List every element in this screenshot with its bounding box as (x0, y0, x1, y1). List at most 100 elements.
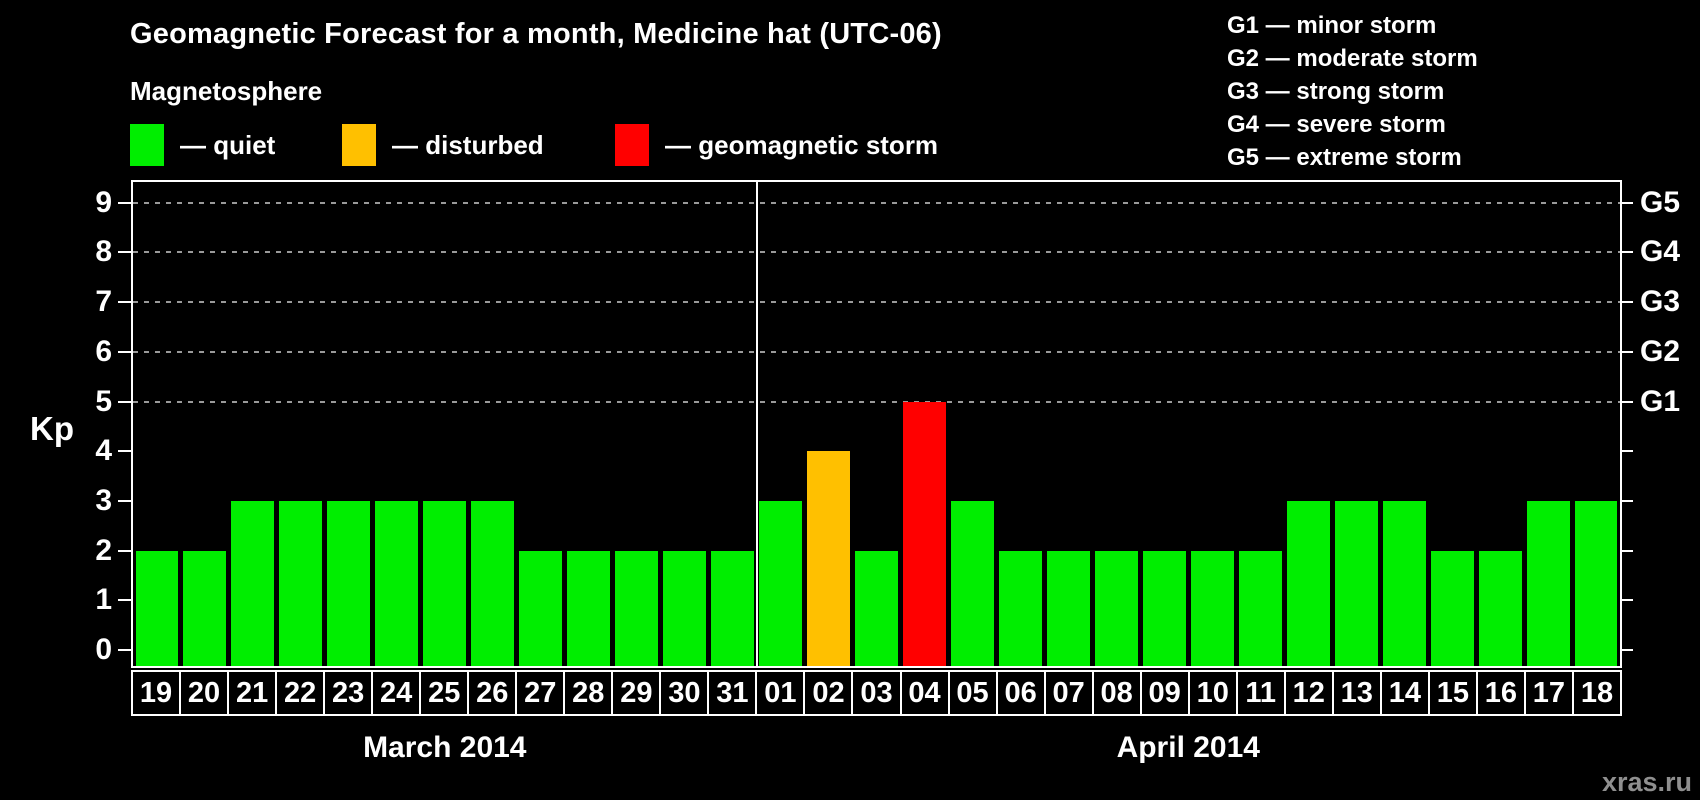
date-cell-18: 18 (1571, 670, 1622, 716)
kp-bar-april-02 (807, 451, 850, 666)
month-label-march: March 2014 (363, 731, 527, 764)
date-cell-25: 25 (419, 670, 470, 716)
legend-label-disturbed: — disturbed (392, 129, 544, 160)
kp-bar-april-18 (1574, 500, 1618, 666)
kp-bar-april-14 (1382, 500, 1426, 666)
right-axis-label-g2: G2 (1640, 334, 1681, 368)
kp-bar-april-09 (1142, 550, 1186, 666)
date-cell-09: 09 (1139, 670, 1190, 716)
right-tick-kp5 (1620, 400, 1633, 403)
right-tick-kp1 (1620, 599, 1633, 602)
right-tick-kp6 (1620, 350, 1633, 353)
date-cell-19: 19 (131, 670, 182, 716)
g-scale-legend-line: G5 — extreme storm (1227, 144, 1462, 171)
right-tick-kp7 (1620, 301, 1633, 304)
kp-bar-april-04 (902, 401, 946, 666)
date-cell-08: 08 (1091, 670, 1142, 716)
kp-bar-april-07 (1046, 550, 1090, 666)
kp-bar-april-13 (1334, 500, 1378, 666)
chart-title: Geomagnetic Forecast for a month, Medici… (130, 18, 942, 50)
y-axis-label-9: 9 (95, 185, 112, 219)
date-cell-10: 10 (1187, 670, 1238, 716)
kp-bar-march-29 (615, 550, 659, 666)
quiet-color-swatch (130, 124, 164, 166)
left-tick-kp4 (118, 450, 131, 453)
kp-bar-april-17 (1526, 500, 1570, 666)
date-cell-29: 29 (611, 670, 662, 716)
gridline-kp9 (133, 201, 1620, 204)
g-scale-legend-line: G1 — minor storm (1227, 12, 1437, 39)
y-axis-label-2: 2 (95, 533, 112, 567)
date-cell-03: 03 (851, 670, 902, 716)
left-tick-kp7 (118, 301, 131, 304)
kp-bar-march-26 (471, 500, 515, 666)
y-axis-title: Kp (30, 410, 74, 447)
magnetosphere-legend-title: Magnetosphere (130, 76, 323, 106)
right-tick-kp2 (1620, 549, 1633, 552)
y-axis-label-8: 8 (95, 235, 112, 269)
right-axis-label-g1: G1 (1640, 384, 1681, 418)
g-scale-legend: G1 — minor storm G2 — moderate storm G3 … (1227, 9, 1478, 174)
y-axis-label-0: 0 (95, 633, 112, 666)
right-tick-kp3 (1620, 499, 1633, 502)
kp-bar-april-10 (1190, 550, 1234, 666)
legend-item-storm: — geomagnetic storm (615, 122, 938, 168)
date-cell-14: 14 (1379, 670, 1430, 716)
gridline-kp6 (133, 350, 1620, 353)
kp-bar-april-11 (1238, 550, 1282, 666)
date-cell-04: 04 (899, 670, 950, 716)
left-tick-kp6 (118, 350, 131, 353)
kp-bar-march-31 (711, 550, 755, 666)
gridline-kp8 (133, 251, 1620, 254)
date-cell-15: 15 (1427, 670, 1478, 716)
date-cell-23: 23 (323, 670, 374, 716)
left-tick-kp5 (118, 400, 131, 403)
kp-bar-march-24 (375, 500, 419, 666)
gridline-kp7 (133, 301, 1620, 304)
right-tick-kp8 (1620, 251, 1633, 254)
y-axis-label-7: 7 (95, 285, 112, 319)
kp-bar-april-15 (1430, 550, 1474, 666)
kp-bar-march-25 (423, 500, 467, 666)
date-cell-06: 06 (995, 670, 1046, 716)
kp-bar-march-22 (279, 500, 323, 666)
watermark: xras.ru (1601, 767, 1692, 797)
right-axis-label-g5: G5 (1640, 185, 1681, 219)
date-cell-16: 16 (1475, 670, 1526, 716)
kp-bar-march-19 (135, 550, 179, 666)
date-cell-01: 01 (755, 670, 806, 716)
storm-color-swatch (615, 124, 649, 166)
right-axis-label-g4: G4 (1640, 235, 1681, 269)
right-tick-kp9 (1620, 201, 1633, 204)
month-label-april: April 2014 (1116, 731, 1260, 764)
gridline-kp5 (133, 400, 1620, 403)
right-tick-kp4 (1620, 450, 1633, 453)
date-cell-11: 11 (1235, 670, 1286, 716)
y-axis-label-6: 6 (95, 334, 112, 368)
left-tick-kp3 (118, 499, 131, 502)
date-cell-02: 02 (803, 670, 854, 716)
kp-bar-april-08 (1094, 550, 1138, 666)
x-axis-date-row: 19 20 21 22 23 24 25 26 27 28 29 30 31 01 02 03 04 05 06 07… (131, 670, 1622, 716)
legend-item-disturbed: — disturbed (342, 122, 544, 168)
date-cell-07: 07 (1043, 670, 1094, 716)
left-tick-kp2 (118, 549, 131, 552)
right-axis-label-g3: G3 (1640, 285, 1681, 319)
y-axis-label-3: 3 (95, 483, 112, 517)
date-cell-28: 28 (563, 670, 614, 716)
kp-bar-april-12 (1286, 500, 1330, 666)
g-scale-legend-line: G4 — severe storm (1227, 111, 1446, 138)
left-tick-kp8 (118, 251, 131, 254)
plot-area (131, 180, 1622, 668)
date-cell-12: 12 (1283, 670, 1334, 716)
y-axis-label-1: 1 (95, 583, 112, 617)
date-cell-22: 22 (275, 670, 326, 716)
right-tick-kp0 (1620, 649, 1633, 651)
legend-label-quiet: — quiet (180, 129, 276, 160)
date-cell-26: 26 (467, 670, 518, 716)
g-scale-legend-line: G3 — strong storm (1227, 78, 1445, 105)
date-cell-27: 27 (515, 670, 566, 716)
disturbed-color-swatch (342, 124, 376, 166)
kp-bar-april-16 (1478, 550, 1522, 666)
